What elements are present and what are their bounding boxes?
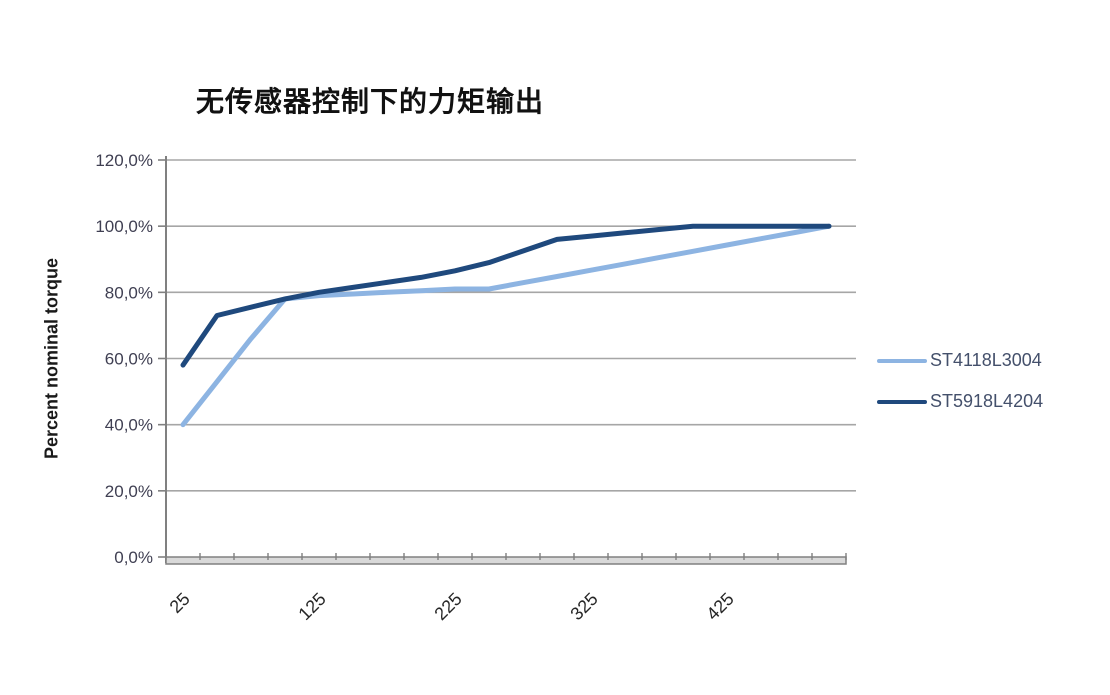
series-line-swatch-light-icon	[877, 358, 927, 363]
y-tick-label: 80,0%	[105, 283, 153, 302]
x-tick-label: 325	[566, 589, 601, 624]
series-line-swatch-dark-icon	[877, 399, 927, 404]
y-tick-label: 40,0%	[105, 416, 153, 435]
legend-label: ST4118L3004	[930, 350, 1042, 370]
legend-item-st5918l4204: ST5918L4204	[877, 391, 1043, 412]
y-tick-label: 100,0%	[95, 217, 153, 236]
chart-title: 无传感器控制下的力矩输出	[196, 86, 545, 117]
x-tick-label: 125	[294, 589, 329, 624]
x-tick-label: 225	[430, 589, 465, 624]
y-tick-label: 60,0%	[105, 350, 153, 369]
y-tick-label: 0,0%	[114, 548, 153, 567]
y-tick-label: 120,0%	[95, 151, 153, 170]
x-tick-label: 25	[166, 589, 194, 617]
series-line-st5918l4204	[180, 223, 832, 368]
y-tick-label: 20,0%	[105, 482, 153, 501]
legend: ST4118L3004 ST5918L4204	[877, 350, 1043, 412]
legend-label: ST5918L4204	[930, 391, 1044, 411]
x-tick-label: 425	[702, 589, 737, 624]
legend-item-st4118l3004: ST4118L3004	[877, 350, 1043, 371]
